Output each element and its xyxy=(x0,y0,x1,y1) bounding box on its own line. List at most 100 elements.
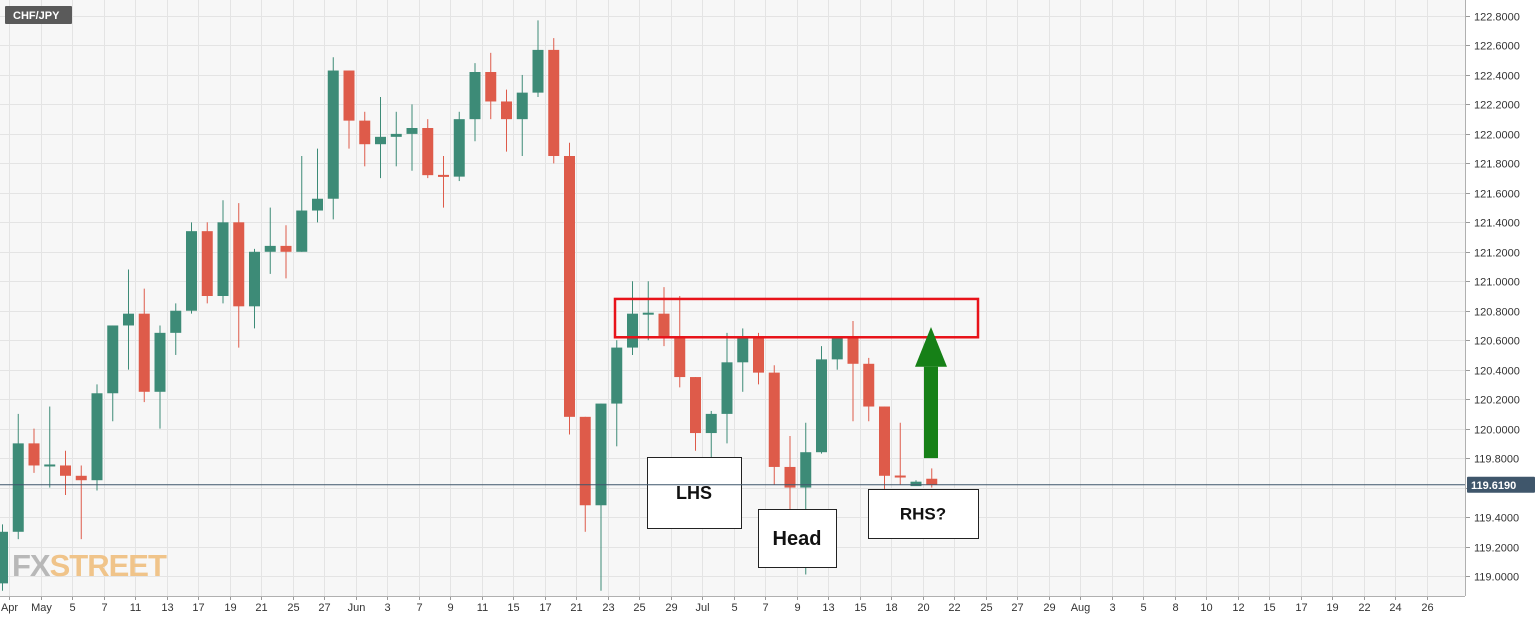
candle[interactable] xyxy=(422,119,434,179)
candle-body[interactable] xyxy=(233,222,245,307)
candle[interactable] xyxy=(138,288,150,403)
candle-body[interactable] xyxy=(784,466,796,488)
candle[interactable] xyxy=(469,63,481,142)
candle[interactable] xyxy=(548,38,560,164)
candle-body[interactable] xyxy=(926,478,938,485)
candle[interactable] xyxy=(327,57,339,220)
candle[interactable] xyxy=(375,97,386,179)
candle[interactable] xyxy=(343,70,355,149)
candle-body[interactable] xyxy=(627,313,638,348)
candle-body[interactable] xyxy=(485,72,497,102)
candle-body[interactable] xyxy=(343,70,355,121)
candle[interactable] xyxy=(737,328,749,392)
candle[interactable] xyxy=(123,269,134,370)
candle-body[interactable] xyxy=(375,136,386,145)
candle-body[interactable] xyxy=(217,222,229,296)
candle[interactable] xyxy=(768,365,780,485)
candle[interactable] xyxy=(75,465,87,540)
candle[interactable] xyxy=(390,111,402,167)
candle[interactable] xyxy=(690,377,701,451)
candle-body[interactable] xyxy=(753,337,764,373)
candle-body[interactable] xyxy=(658,313,670,338)
candle-body[interactable] xyxy=(296,210,308,252)
candle-body[interactable] xyxy=(910,481,922,487)
candle-body[interactable] xyxy=(705,413,717,434)
candle[interactable] xyxy=(784,436,796,520)
candle-body[interactable] xyxy=(800,452,812,488)
candle[interactable] xyxy=(280,225,292,279)
candle-body[interactable] xyxy=(863,363,875,407)
candle-body[interactable] xyxy=(186,231,197,311)
candle[interactable] xyxy=(453,111,465,182)
candle[interactable] xyxy=(107,325,119,422)
candle-body[interactable] xyxy=(595,403,607,506)
candle[interactable] xyxy=(894,422,906,485)
candle[interactable] xyxy=(406,104,418,171)
candle-body[interactable] xyxy=(768,372,780,467)
candle[interactable] xyxy=(831,337,843,370)
candle[interactable] xyxy=(485,52,497,120)
candle[interactable] xyxy=(516,74,528,156)
candle-body[interactable] xyxy=(107,325,119,394)
rhs-label-box[interactable] xyxy=(868,489,979,539)
candle-body[interactable] xyxy=(312,198,323,211)
candle-body[interactable] xyxy=(469,72,481,120)
candle-body[interactable] xyxy=(60,465,71,476)
candle-body[interactable] xyxy=(816,359,827,453)
candle-body[interactable] xyxy=(138,313,150,392)
lhs-label-box[interactable] xyxy=(647,457,742,529)
candle[interactable] xyxy=(595,403,607,591)
candle[interactable] xyxy=(359,111,371,167)
candle-body[interactable] xyxy=(516,92,528,120)
candle[interactable] xyxy=(910,480,922,487)
candle-body[interactable] xyxy=(737,337,749,363)
candle-body[interactable] xyxy=(91,393,103,481)
candle[interactable] xyxy=(154,325,166,429)
candle-body[interactable] xyxy=(642,312,654,315)
candle-body[interactable] xyxy=(406,128,418,134)
candle[interactable] xyxy=(60,450,71,495)
candle-body[interactable] xyxy=(280,245,292,252)
candle[interactable] xyxy=(642,281,654,341)
candle[interactable] xyxy=(28,428,40,473)
candle[interactable] xyxy=(816,346,827,454)
candle-body[interactable] xyxy=(28,443,40,466)
candle-body[interactable] xyxy=(438,174,449,177)
candle-body[interactable] xyxy=(12,443,24,532)
candle-body[interactable] xyxy=(390,133,402,137)
candle[interactable] xyxy=(611,340,623,447)
candle[interactable] xyxy=(863,357,875,422)
candle[interactable] xyxy=(532,20,544,98)
candle-body[interactable] xyxy=(611,347,623,404)
candle-body[interactable] xyxy=(548,49,560,156)
candle[interactable] xyxy=(627,281,638,355)
candle-body[interactable] xyxy=(154,332,166,392)
candle-body[interactable] xyxy=(201,231,213,296)
symbol-badge[interactable] xyxy=(5,6,72,24)
candle-body[interactable] xyxy=(359,120,371,145)
candle[interactable] xyxy=(879,406,890,490)
candle-body[interactable] xyxy=(264,245,276,252)
candle[interactable] xyxy=(12,413,24,540)
candle[interactable] xyxy=(186,222,197,314)
candle-body[interactable] xyxy=(44,464,56,467)
head-label-box[interactable] xyxy=(758,509,837,568)
candle-body[interactable] xyxy=(501,101,512,120)
candle[interactable] xyxy=(264,207,276,274)
head-label[interactable]: Head xyxy=(758,509,837,568)
candle[interactable] xyxy=(233,203,245,348)
candle-body[interactable] xyxy=(327,70,339,199)
candle[interactable] xyxy=(91,384,103,491)
candle[interactable] xyxy=(0,524,8,591)
lhs-label[interactable]: LHS xyxy=(647,457,742,529)
candle-body[interactable] xyxy=(721,362,733,414)
candles[interactable] xyxy=(0,20,938,591)
target-arrow[interactable] xyxy=(915,326,947,459)
candle-body[interactable] xyxy=(422,128,434,176)
candle[interactable] xyxy=(564,142,575,435)
candle[interactable] xyxy=(296,156,308,252)
candle[interactable] xyxy=(674,296,686,388)
candle-body[interactable] xyxy=(879,406,890,476)
candle-body[interactable] xyxy=(894,475,906,478)
